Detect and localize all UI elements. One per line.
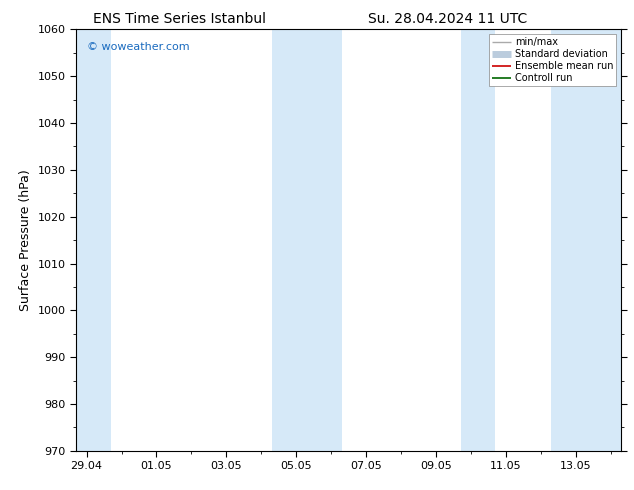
Y-axis label: Surface Pressure (hPa): Surface Pressure (hPa) (19, 169, 32, 311)
Text: ENS Time Series Istanbul: ENS Time Series Istanbul (93, 12, 266, 26)
Text: Su. 28.04.2024 11 UTC: Su. 28.04.2024 11 UTC (368, 12, 527, 26)
Bar (552, 29, 621, 451)
Legend: min/max, Standard deviation, Ensemble mean run, Controll run: min/max, Standard deviation, Ensemble me… (489, 34, 616, 86)
Bar (460, 29, 496, 451)
Text: © woweather.com: © woweather.com (87, 42, 190, 52)
Bar (272, 29, 342, 451)
Bar (76, 29, 111, 451)
